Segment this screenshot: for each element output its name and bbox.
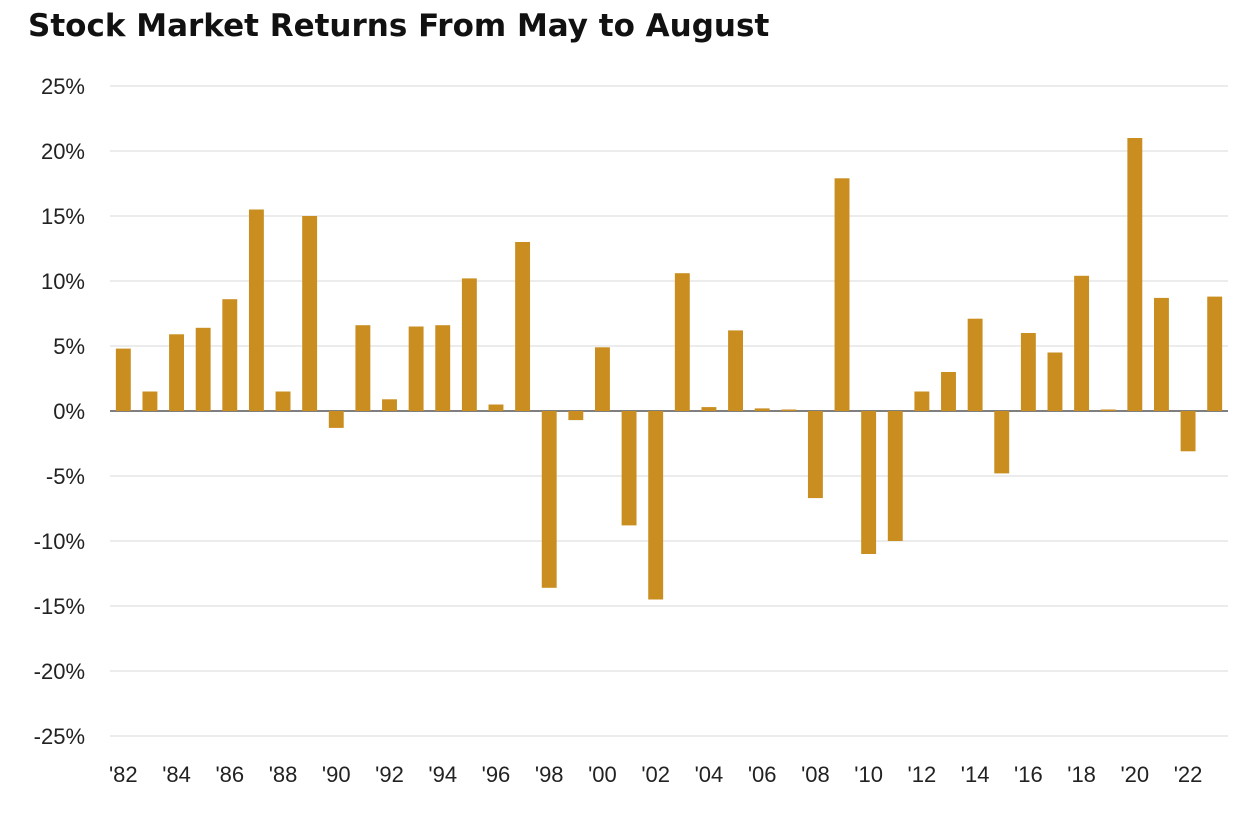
x-tick-label: '84 (162, 762, 191, 787)
bar-2013 (941, 372, 956, 411)
bar-1987 (248, 209, 264, 411)
bar-2001 (621, 411, 637, 526)
x-tick-label: '06 (748, 762, 777, 787)
y-tick-label: -25% (34, 724, 85, 749)
x-tick-label: '98 (535, 762, 564, 787)
bar-2022 (1180, 411, 1196, 452)
bar-1995 (461, 278, 477, 411)
y-tick-label: 0% (53, 399, 85, 424)
bar-2000 (594, 347, 610, 411)
bar-2012 (914, 391, 930, 411)
bar-1986 (222, 299, 238, 411)
bar-2007 (781, 409, 797, 411)
bar-1993 (408, 326, 424, 411)
bar-2016 (1020, 333, 1036, 411)
x-tick-label: '86 (215, 762, 244, 787)
bar-2011 (887, 411, 903, 541)
bar-1984 (169, 334, 185, 411)
bar-1983 (142, 391, 158, 411)
bar-2008 (807, 411, 823, 499)
x-tick-label: '14 (961, 762, 990, 787)
bar-1982 (115, 348, 131, 411)
bar-1994 (435, 325, 451, 411)
bar-2003 (674, 273, 690, 411)
x-tick-label: '88 (269, 762, 298, 787)
x-tick-label: '92 (375, 762, 404, 787)
bar-1992 (382, 399, 397, 411)
bar-2019 (1100, 409, 1116, 411)
x-tick-label: '82 (109, 762, 138, 787)
x-tick-label: '90 (322, 762, 351, 787)
bar-2014 (967, 318, 983, 411)
bar-1998 (541, 411, 557, 588)
x-tick-label: '04 (695, 762, 724, 787)
bars (115, 138, 1223, 600)
bar-1999 (568, 411, 584, 421)
y-tick-label: 15% (41, 204, 85, 229)
x-axis-labels: '82 '84 '86 '88 '90 '92 '94 '96 '98 '00 '02 '04 '06 '… (109, 762, 1202, 787)
gridlines (110, 85, 1228, 737)
y-axis-labels: 25% 20% 15% 10% 5% 0% -5% -10% -15% -20% -25% (34, 74, 85, 749)
bar-2015 (994, 411, 1010, 474)
bar-1990 (328, 411, 344, 428)
y-tick-label: 20% (41, 139, 85, 164)
bar-1997 (515, 242, 531, 411)
x-tick-label: '00 (588, 762, 617, 787)
bar-1996 (488, 404, 504, 411)
y-tick-label: -20% (34, 659, 85, 684)
x-tick-label: '08 (801, 762, 830, 787)
y-tick-label: 25% (41, 74, 85, 99)
y-tick-label: 10% (41, 269, 85, 294)
bar-2009 (834, 178, 850, 411)
bar-2023 (1207, 296, 1223, 411)
bar-2002 (648, 411, 664, 600)
bar-1988 (275, 391, 291, 411)
bar-1991 (355, 325, 371, 411)
bar-2021 (1153, 297, 1169, 411)
chart-title: Stock Market Returns From May to August (28, 8, 770, 44)
bar-2018 (1074, 275, 1090, 411)
x-tick-label: '12 (908, 762, 937, 787)
x-tick-label: '16 (1014, 762, 1043, 787)
x-tick-label: '96 (482, 762, 511, 787)
bar-2006 (754, 408, 770, 411)
x-tick-label: '18 (1067, 762, 1096, 787)
x-tick-label: '22 (1174, 762, 1203, 787)
y-tick-label: -5% (46, 464, 85, 489)
bar-2005 (728, 330, 744, 411)
x-tick-label: '10 (854, 762, 883, 787)
bar-2004 (701, 407, 717, 411)
bar-2020 (1127, 138, 1143, 411)
x-tick-label: '94 (428, 762, 457, 787)
bar-2017 (1047, 352, 1063, 411)
y-tick-label: 5% (53, 334, 85, 359)
y-tick-label: -15% (34, 594, 85, 619)
bar-1985 (195, 327, 211, 411)
y-tick-label: -10% (34, 529, 85, 554)
x-tick-label: '20 (1120, 762, 1149, 787)
bar-2010 (861, 411, 877, 554)
x-tick-label: '02 (641, 762, 670, 787)
bar-1989 (302, 216, 318, 411)
